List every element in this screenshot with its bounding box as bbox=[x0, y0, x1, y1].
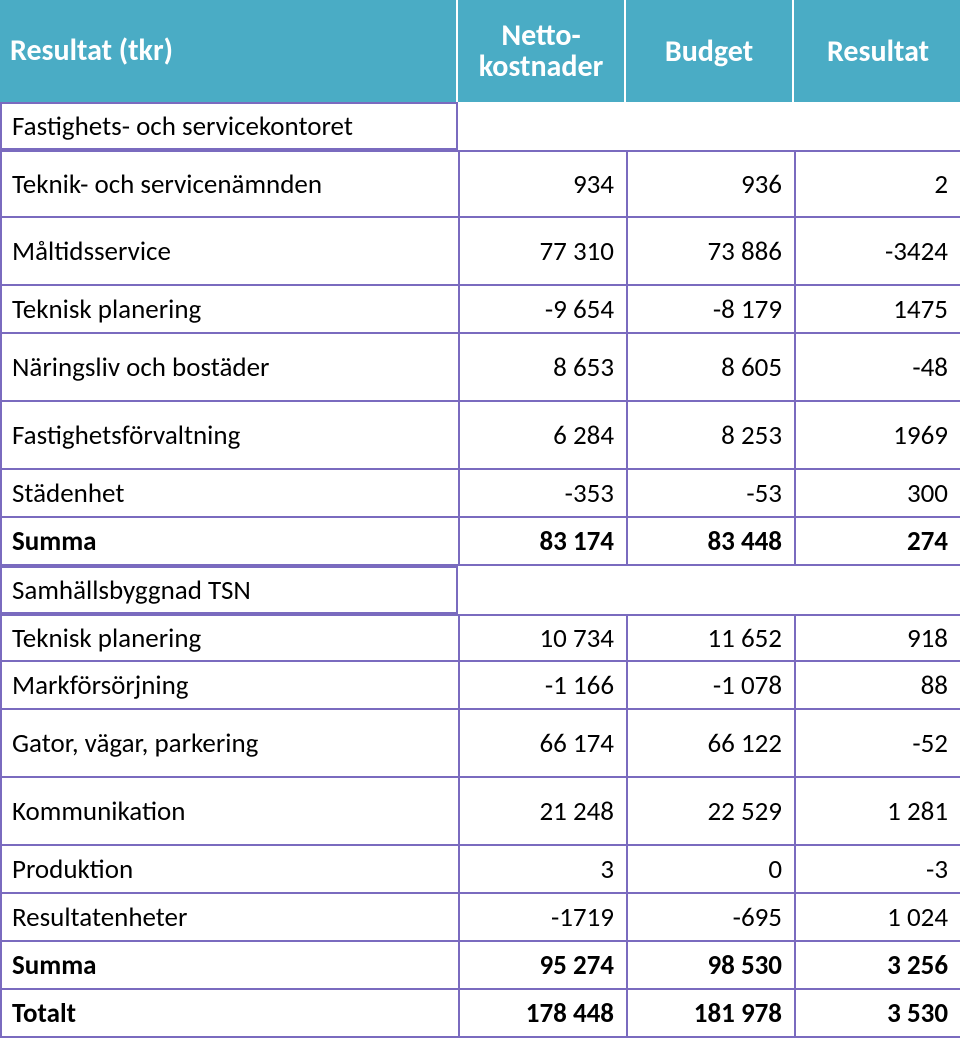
row-budget: 936 bbox=[626, 150, 794, 218]
row-resultat: 274 bbox=[794, 518, 960, 566]
row-budget: 98 530 bbox=[626, 942, 794, 990]
row-label: Totalt bbox=[0, 990, 458, 1038]
row-netto: 8 653 bbox=[458, 334, 626, 402]
row-resultat: 918 bbox=[794, 614, 960, 662]
row-resultat: 2 bbox=[794, 150, 960, 218]
row-label: Teknik- och servicenämnden bbox=[0, 150, 458, 218]
header-budget: Budget bbox=[626, 0, 794, 102]
row-netto: 6 284 bbox=[458, 402, 626, 470]
row-label: Gator, vägar, parkering bbox=[0, 710, 458, 778]
table-row: Gator, vägar, parkering66 17466 122-52 bbox=[0, 710, 960, 778]
table-row: Fastighets- och servicekontoret bbox=[0, 102, 960, 150]
table-header-row: Resultat (tkr) Netto-kostnader Budget Re… bbox=[0, 0, 960, 102]
table-row: Produktion30-3 bbox=[0, 846, 960, 894]
header-netto-line2: kostnader bbox=[479, 48, 603, 85]
row-label: Kommunikation bbox=[0, 778, 458, 846]
row-resultat: 88 bbox=[794, 662, 960, 710]
row-label: Fastighets- och servicekontoret bbox=[0, 102, 458, 150]
row-budget: 83 448 bbox=[626, 518, 794, 566]
row-label: Samhällsbyggnad TSN bbox=[0, 566, 458, 614]
row-budget bbox=[626, 102, 794, 150]
row-netto: 77 310 bbox=[458, 218, 626, 286]
row-resultat bbox=[794, 102, 960, 150]
table-row: Summa95 27498 5303 256 bbox=[0, 942, 960, 990]
row-netto: -1719 bbox=[458, 894, 626, 942]
row-netto: 3 bbox=[458, 846, 626, 894]
header-netto: Netto-kostnader bbox=[458, 0, 626, 102]
table-row: Kommunikation21 24822 5291 281 bbox=[0, 778, 960, 846]
table-row: Samhällsbyggnad TSN bbox=[0, 566, 960, 614]
row-netto: -353 bbox=[458, 470, 626, 518]
row-budget: -695 bbox=[626, 894, 794, 942]
resultat-table: Resultat (tkr) Netto-kostnader Budget Re… bbox=[0, 0, 960, 1038]
row-label: Produktion bbox=[0, 846, 458, 894]
table-row: Näringsliv och bostäder8 6538 605-48 bbox=[0, 334, 960, 402]
row-netto: 66 174 bbox=[458, 710, 626, 778]
row-netto: 10 734 bbox=[458, 614, 626, 662]
row-netto: 178 448 bbox=[458, 990, 626, 1038]
row-netto: 95 274 bbox=[458, 942, 626, 990]
row-label: Måltidsservice bbox=[0, 218, 458, 286]
row-budget: 0 bbox=[626, 846, 794, 894]
table-row: Summa83 17483 448274 bbox=[0, 518, 960, 566]
row-budget: -8 179 bbox=[626, 286, 794, 334]
row-label: Fastighetsförvaltning bbox=[0, 402, 458, 470]
row-resultat: -52 bbox=[794, 710, 960, 778]
row-resultat: 1 024 bbox=[794, 894, 960, 942]
row-resultat: 1 281 bbox=[794, 778, 960, 846]
row-label: Summa bbox=[0, 942, 458, 990]
row-budget: 22 529 bbox=[626, 778, 794, 846]
row-resultat: -48 bbox=[794, 334, 960, 402]
row-label: Summa bbox=[0, 518, 458, 566]
table-row: Måltidsservice77 31073 886-3424 bbox=[0, 218, 960, 286]
row-budget: 11 652 bbox=[626, 614, 794, 662]
row-label: Teknisk planering bbox=[0, 614, 458, 662]
table-row: Totalt178 448181 9783 530 bbox=[0, 990, 960, 1038]
row-label: Resultatenheter bbox=[0, 894, 458, 942]
row-resultat: 1475 bbox=[794, 286, 960, 334]
row-netto: -9 654 bbox=[458, 286, 626, 334]
row-budget: 8 253 bbox=[626, 402, 794, 470]
row-netto bbox=[458, 566, 626, 614]
table-row: Teknisk planering10 73411 652918 bbox=[0, 614, 960, 662]
row-resultat: 1969 bbox=[794, 402, 960, 470]
row-budget: 66 122 bbox=[626, 710, 794, 778]
row-netto: -1 166 bbox=[458, 662, 626, 710]
row-budget: 73 886 bbox=[626, 218, 794, 286]
row-budget: 8 605 bbox=[626, 334, 794, 402]
table-row: Markförsörjning-1 166-1 07888 bbox=[0, 662, 960, 710]
row-budget bbox=[626, 566, 794, 614]
row-netto: 934 bbox=[458, 150, 626, 218]
row-label: Städenhet bbox=[0, 470, 458, 518]
row-budget: 181 978 bbox=[626, 990, 794, 1038]
row-resultat: 300 bbox=[794, 470, 960, 518]
header-label: Resultat (tkr) bbox=[0, 0, 458, 102]
row-resultat: 3 530 bbox=[794, 990, 960, 1038]
row-label: Teknisk planering bbox=[0, 286, 458, 334]
row-label: Markförsörjning bbox=[0, 662, 458, 710]
table-row: Fastighetsförvaltning6 2848 2531969 bbox=[0, 402, 960, 470]
table-row: Teknik- och servicenämnden9349362 bbox=[0, 150, 960, 218]
row-netto: 83 174 bbox=[458, 518, 626, 566]
row-netto bbox=[458, 102, 626, 150]
table-row: Resultatenheter-1719-6951 024 bbox=[0, 894, 960, 942]
row-resultat: 3 256 bbox=[794, 942, 960, 990]
header-resultat: Resultat bbox=[794, 0, 960, 102]
table-row: Städenhet-353-53300 bbox=[0, 470, 960, 518]
row-resultat: -3 bbox=[794, 846, 960, 894]
row-budget: -1 078 bbox=[626, 662, 794, 710]
row-budget: -53 bbox=[626, 470, 794, 518]
row-resultat: -3424 bbox=[794, 218, 960, 286]
row-label: Näringsliv och bostäder bbox=[0, 334, 458, 402]
row-resultat bbox=[794, 566, 960, 614]
table-row: Teknisk planering-9 654-8 1791475 bbox=[0, 286, 960, 334]
row-netto: 21 248 bbox=[458, 778, 626, 846]
